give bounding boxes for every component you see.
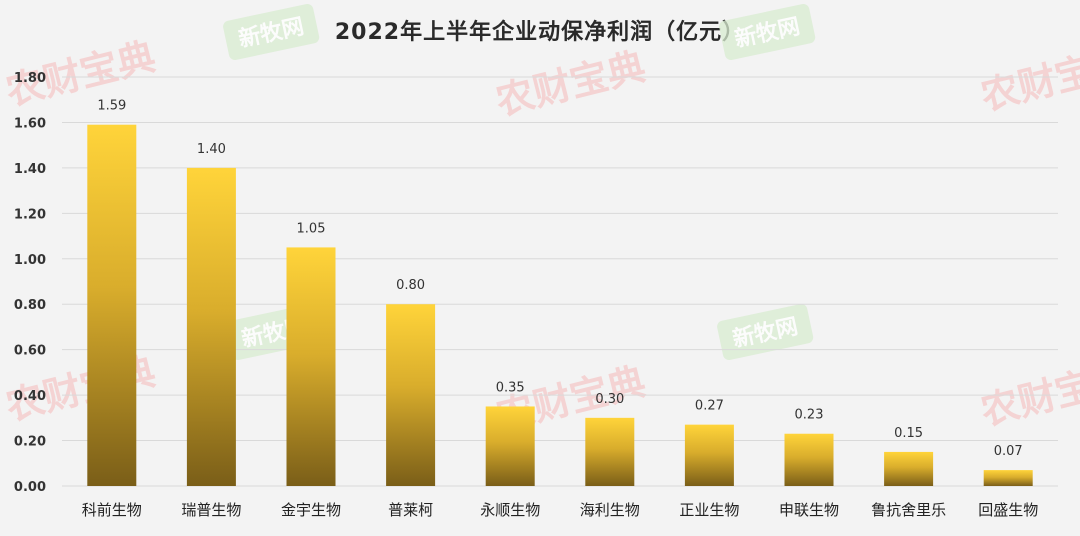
bar xyxy=(784,433,834,486)
bar xyxy=(386,304,436,486)
y-tick-label: 1.20 xyxy=(14,207,46,222)
bar xyxy=(884,451,934,486)
bar xyxy=(87,124,137,486)
x-tick-label: 正业生物 xyxy=(679,501,739,519)
data-label: 1.59 xyxy=(97,99,126,114)
bar xyxy=(286,247,336,486)
x-tick-label: 海利生物 xyxy=(580,501,640,519)
y-tick-label: 1.00 xyxy=(14,253,46,268)
data-label: 1.05 xyxy=(297,221,326,236)
y-tick-label: 0.60 xyxy=(14,344,46,359)
chart-title: 2022年上半年企业动保净利润（亿元） xyxy=(334,20,746,45)
y-tick-label: 0.00 xyxy=(14,480,46,495)
x-tick-label: 永顺生物 xyxy=(480,501,540,519)
x-tick-label: 普莱柯 xyxy=(388,501,433,519)
x-tick-label: 瑞普生物 xyxy=(181,501,241,519)
x-tick-label: 申联生物 xyxy=(779,501,839,519)
x-tick-label: 金宇生物 xyxy=(281,501,341,519)
y-tick-label: 1.80 xyxy=(14,71,46,86)
data-label: 0.35 xyxy=(496,380,525,395)
y-tick-label: 0.40 xyxy=(14,389,46,404)
x-tick-label: 科前生物 xyxy=(82,501,142,519)
y-tick-label: 0.80 xyxy=(14,298,46,313)
x-tick-label: 回盛生物 xyxy=(978,501,1038,519)
data-label: 0.07 xyxy=(994,444,1023,459)
data-label: 0.23 xyxy=(795,408,824,423)
y-tick-label: 0.20 xyxy=(14,435,46,450)
watermark-green: 新牧网 xyxy=(717,303,814,361)
watermark-red: 农财宝典 xyxy=(977,354,1080,433)
y-tick-label: 1.60 xyxy=(14,116,46,131)
watermark-red: 农财宝典 xyxy=(977,39,1080,118)
bar xyxy=(983,470,1033,486)
bar xyxy=(485,406,535,486)
watermark-green: 新牧网 xyxy=(719,3,816,61)
data-label: 0.80 xyxy=(396,278,425,293)
bar xyxy=(684,424,734,486)
data-label: 0.27 xyxy=(695,399,724,414)
bar xyxy=(585,417,635,486)
y-tick-label: 1.40 xyxy=(14,162,46,177)
watermark-green: 新牧网 xyxy=(223,3,320,61)
data-label: 0.15 xyxy=(894,426,923,441)
x-tick-label: 鲁抗舍里乐 xyxy=(871,501,946,519)
data-label: 0.30 xyxy=(595,392,624,407)
data-label: 1.40 xyxy=(197,142,226,157)
bar xyxy=(186,167,236,486)
watermark-red: 农财宝典 xyxy=(492,44,650,123)
